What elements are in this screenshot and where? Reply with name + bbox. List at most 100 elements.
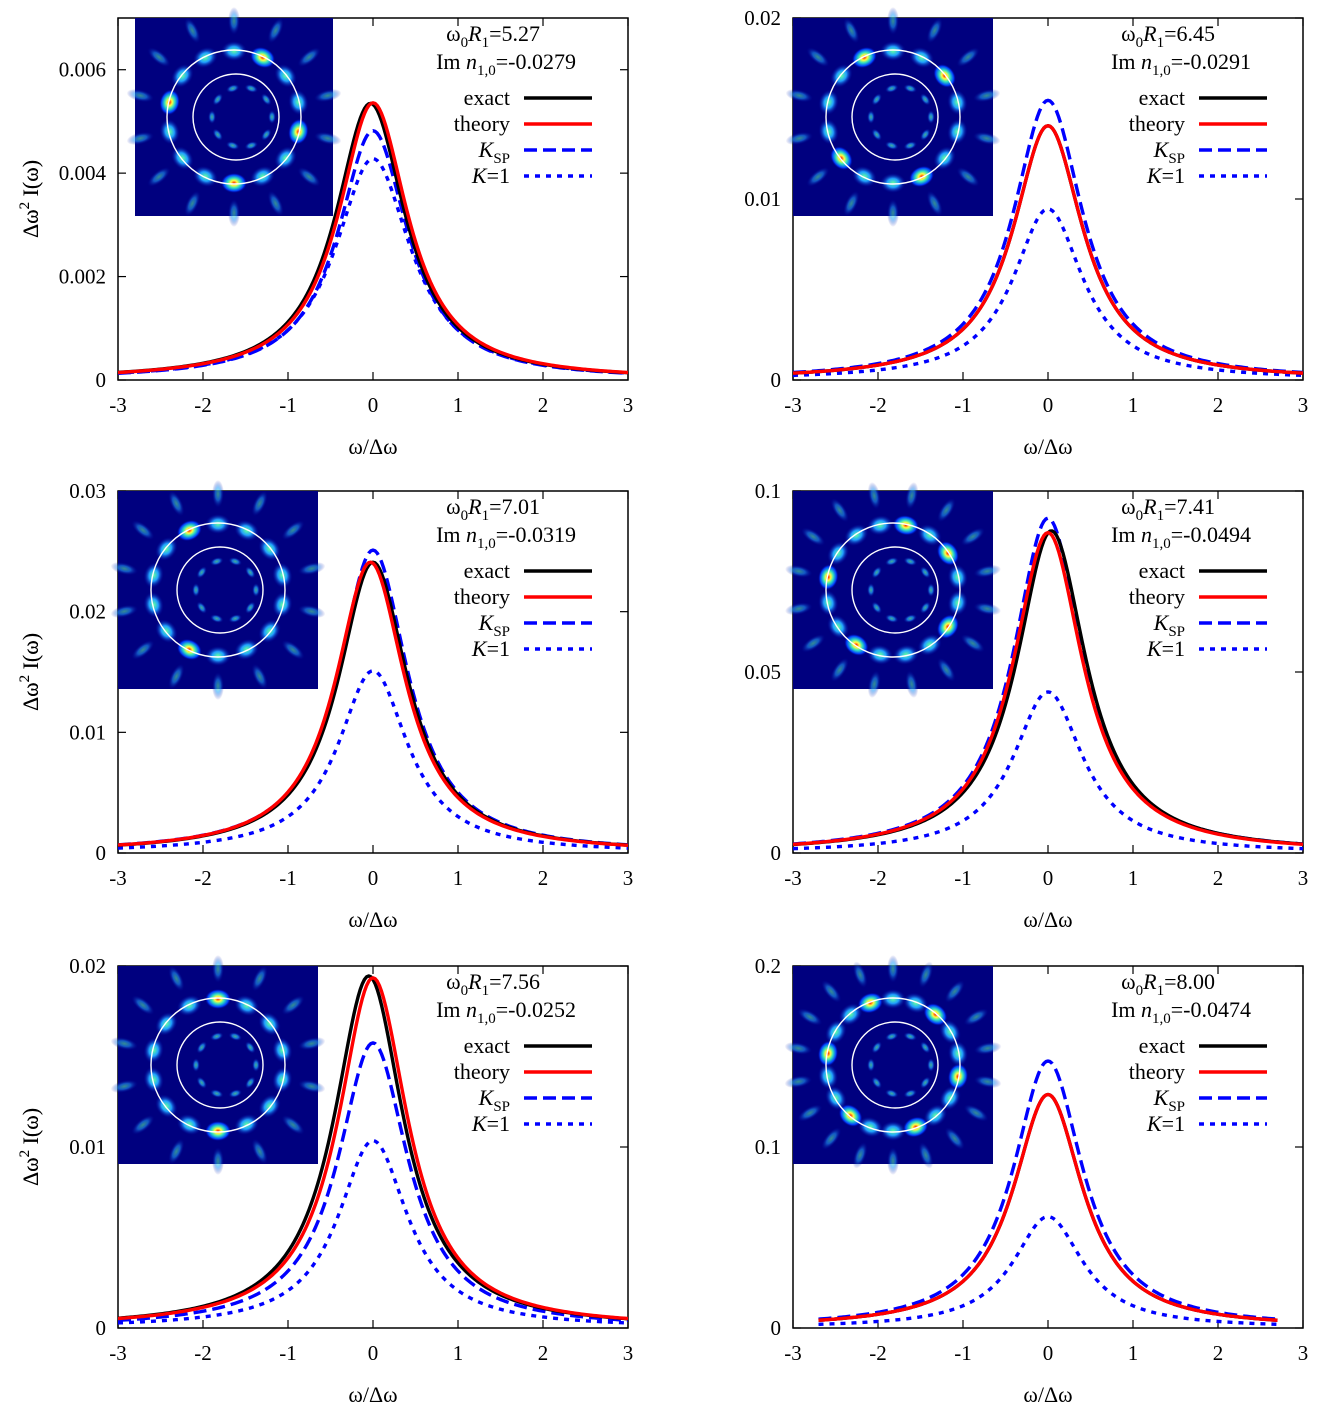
legend-k-sub: SP <box>1168 151 1185 167</box>
inset-lobe <box>851 46 877 69</box>
inset-lobe <box>176 519 202 542</box>
legend-k-1-label: K=1 <box>1146 636 1185 661</box>
annot-n: n <box>1141 522 1152 547</box>
inset-inner-ring <box>176 1021 264 1109</box>
series-line-theory <box>118 976 628 1321</box>
annot-omega: ω <box>446 969 460 994</box>
inset-inner-lobe <box>884 84 899 93</box>
inset-outer-lobe <box>797 1104 823 1122</box>
annot-w0r1-value: =8.00 <box>1164 969 1215 994</box>
inset-inner-lobe <box>920 566 931 579</box>
annot-R: R <box>467 21 482 46</box>
inset-inner-lobe <box>209 557 224 566</box>
legend-k-sp-label: KSP <box>478 610 510 640</box>
annot-imn-value: =-0.0252 <box>496 997 576 1022</box>
legend-theory-label: theory <box>1129 111 1185 136</box>
inset-outer-lobe <box>228 199 240 227</box>
legend-k-rest: =1 <box>487 1111 510 1136</box>
inset-lobe <box>880 989 906 1009</box>
inset-lobe <box>939 1085 961 1111</box>
inset-inner-ring <box>192 73 280 161</box>
x-tick-label: -3 <box>109 866 127 890</box>
annot-n: n <box>1141 997 1152 1022</box>
x-tick-label: 1 <box>1128 1341 1139 1365</box>
x-tick-label: 3 <box>623 393 634 417</box>
annot-im: Im <box>1111 49 1141 74</box>
annot-omega: ω <box>1121 494 1135 519</box>
inset-inner-lobe <box>192 583 200 597</box>
inset-field-map <box>784 955 1002 1175</box>
inset-outer-lobe <box>110 604 139 618</box>
inset-lobe <box>176 1113 202 1136</box>
inset-lobe <box>192 46 218 69</box>
legend-theory-label: theory <box>1129 584 1185 609</box>
inset-lobe <box>857 992 884 1014</box>
inset-inner-lobe <box>884 557 899 566</box>
legend-k-1-label: K=1 <box>1146 1111 1185 1136</box>
series-line-k-1 <box>793 207 1303 378</box>
inset-inner-lobe <box>252 1058 260 1072</box>
inset-lobe <box>272 1066 293 1093</box>
inset-inner-lobe <box>903 614 918 623</box>
y-tick-label: 0 <box>771 1316 782 1340</box>
inset-outer-ring <box>825 49 961 185</box>
y-axis-title: Δω2 I(ω) <box>17 160 43 238</box>
annotation-omega-r1: ω0R1=8.00 <box>1121 969 1215 999</box>
inset-inner-lobe <box>871 128 882 141</box>
inset-outer-lobe <box>212 1147 224 1175</box>
inset-lobe <box>272 562 293 589</box>
inset-inner-ring <box>176 546 264 634</box>
y-tick-label: 0.1 <box>755 479 781 503</box>
inset-lobe <box>880 41 906 61</box>
inset-outer-lobe <box>110 1079 139 1093</box>
inset-inner-lobe <box>884 614 899 623</box>
inset-lobe <box>947 1063 969 1090</box>
series-line-k-1 <box>118 1138 628 1325</box>
annotation-im-n: Im n1,0=-0.0252 <box>436 997 576 1027</box>
inset-lobe <box>288 89 309 116</box>
inset-lobe <box>250 46 276 69</box>
inset-lobe <box>234 1113 260 1136</box>
x-tick-label: -3 <box>109 1341 127 1365</box>
x-tick-label: 1 <box>1128 393 1139 417</box>
x-tick-label: 2 <box>1213 866 1224 890</box>
inset-inner-lobe <box>920 1041 931 1054</box>
inset-outer-lobe <box>785 89 814 103</box>
inset-lobe <box>176 638 202 661</box>
inset-inner-lobe <box>261 128 272 141</box>
inset-lobe <box>221 41 247 61</box>
x-tick-label: -1 <box>954 866 972 890</box>
x-tick-label: -3 <box>784 1341 802 1365</box>
legend-theory-label: theory <box>1129 1059 1185 1084</box>
legend-k-sp-label: KSP <box>1153 1085 1185 1115</box>
x-tick-label: 1 <box>453 866 464 890</box>
x-tick-label: -2 <box>869 1341 887 1365</box>
annot-sub-0: 0 <box>1136 983 1144 999</box>
annot-sub-0: 0 <box>1136 35 1144 51</box>
inset-outer-lobe <box>184 17 201 44</box>
inset-inner-lobe <box>208 110 216 124</box>
annot-sub-1: 1 <box>1157 35 1165 51</box>
inset-inner-ring <box>851 73 939 161</box>
inset-outer-lobe <box>168 1138 185 1165</box>
inset-outer-lobe <box>867 670 881 698</box>
inset-lobe <box>288 118 309 145</box>
inset-inner-lobe <box>252 583 260 597</box>
inset-outer-lobe <box>784 1075 813 1089</box>
inset-inner-lobe <box>871 601 882 614</box>
inset-outer-lobe <box>956 166 980 187</box>
inset-field-map <box>110 955 326 1175</box>
x-tick-label: -3 <box>109 393 127 417</box>
inset-outer-ring <box>150 522 286 658</box>
annot-im: Im <box>1111 997 1141 1022</box>
inset-outer-lobe <box>973 602 1001 616</box>
inset-lobe <box>205 1121 231 1141</box>
inset-lobe <box>825 1019 847 1045</box>
inset-outer-lobe <box>785 602 813 616</box>
legend-k-sub: SP <box>493 624 510 640</box>
inset-lobe <box>159 118 180 145</box>
series-line-theory <box>818 1092 1278 1322</box>
